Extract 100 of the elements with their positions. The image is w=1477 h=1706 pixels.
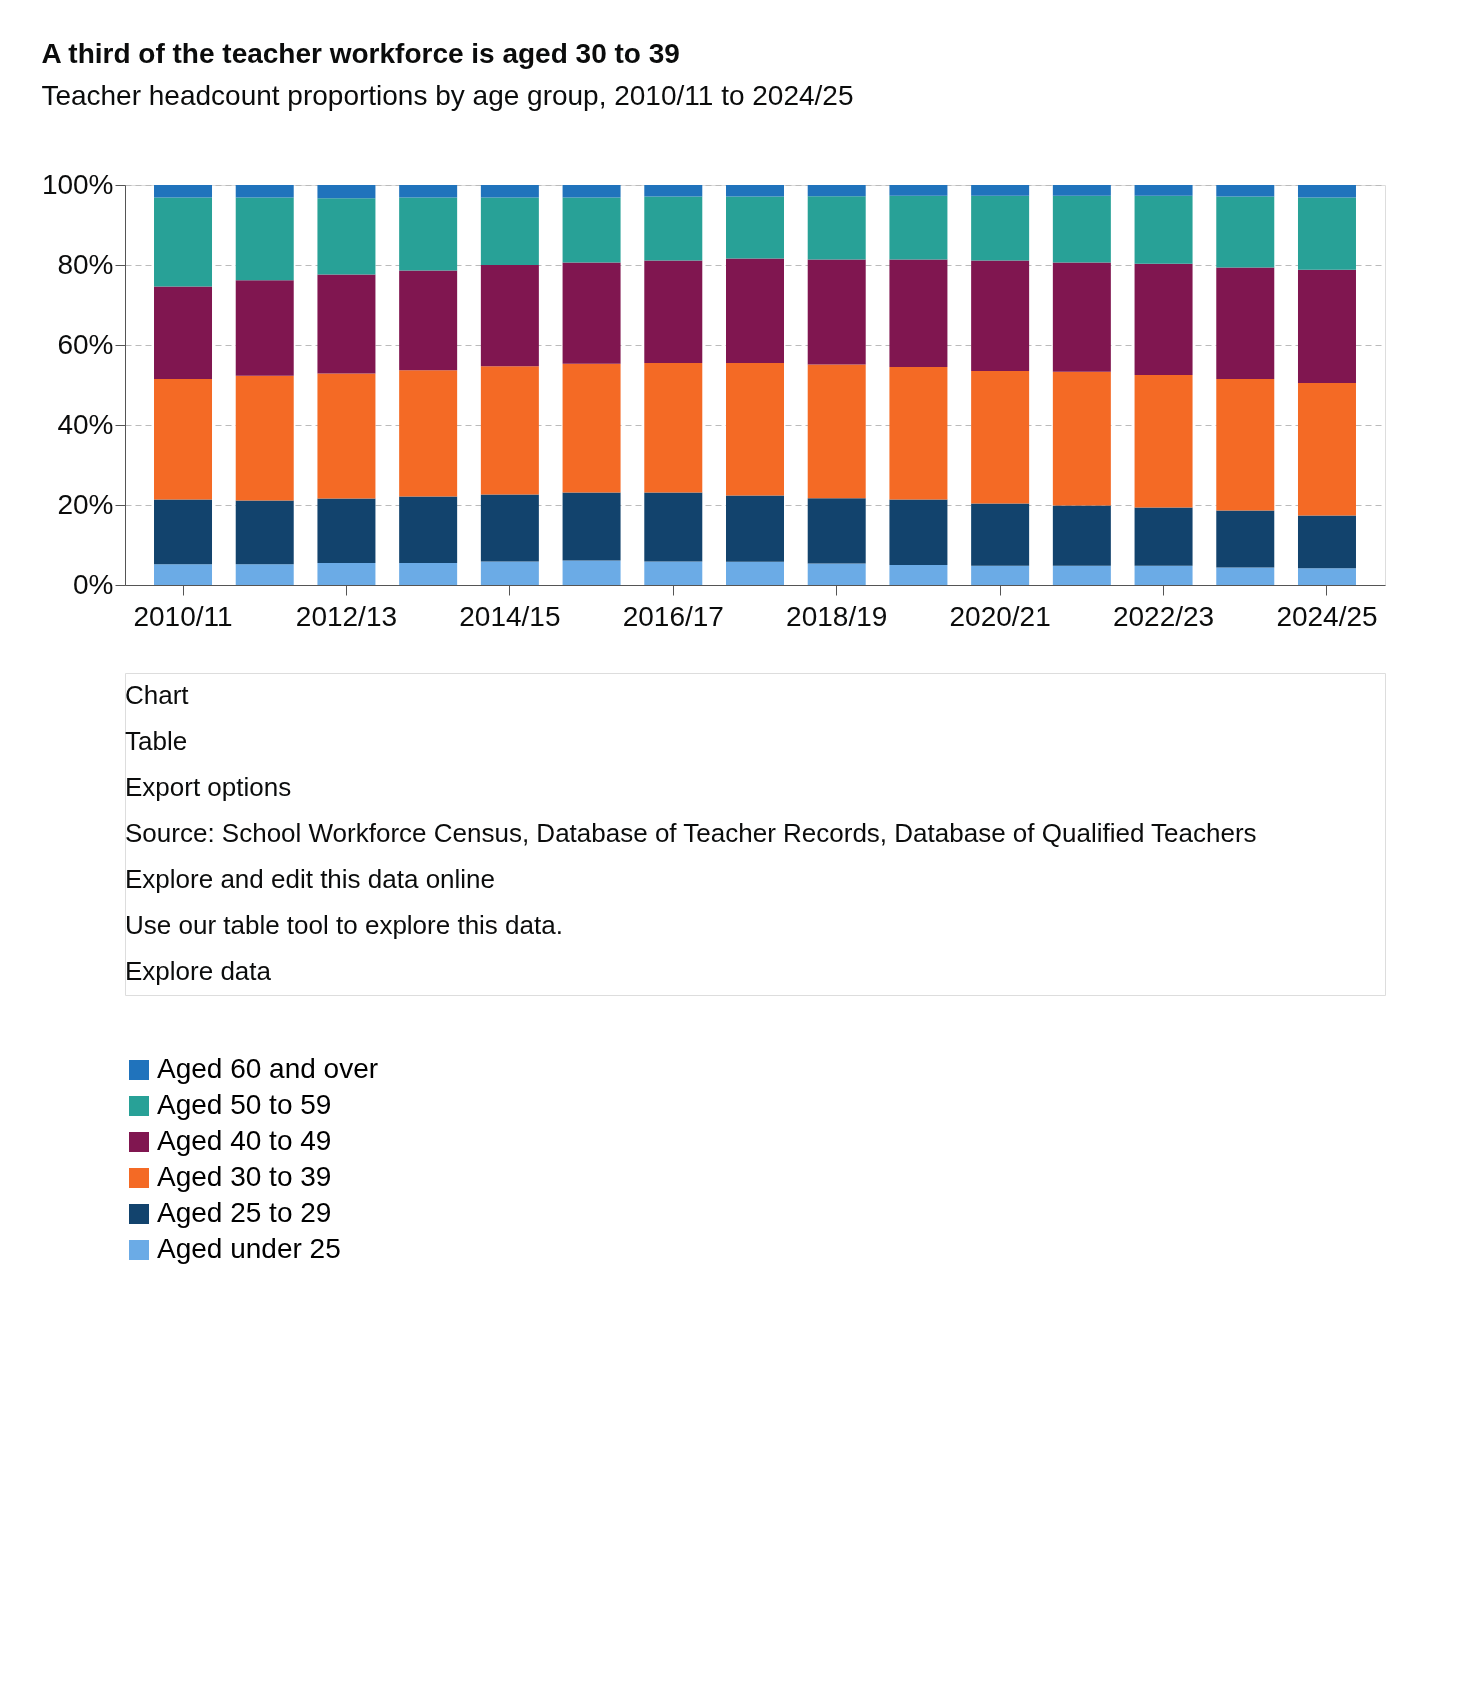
bar — [1297, 197, 1356, 270]
x-tick-label: 2016/17 — [622, 600, 724, 632]
y-tick-label: 40% — [57, 408, 114, 440]
y-tick-label: 20% — [57, 488, 114, 520]
bar — [399, 197, 458, 271]
legend-label: Aged 30 to 39 — [157, 1161, 332, 1192]
y-tick-label: 100% — [41, 168, 114, 200]
legend-label: Aged 60 and over — [157, 1053, 379, 1084]
bar — [480, 494, 539, 562]
x-tick-label: 2018/19 — [786, 600, 888, 632]
bar — [644, 492, 703, 562]
bar — [1134, 195, 1193, 264]
bar — [1134, 507, 1193, 566]
bar — [889, 367, 948, 500]
text: Export options — [125, 772, 292, 802]
bar — [1052, 185, 1111, 196]
bar — [644, 260, 703, 363]
text: Use our table tool to explore this data. — [125, 910, 563, 940]
bar — [562, 492, 621, 561]
bar — [562, 560, 621, 585]
bar — [317, 563, 376, 585]
bar — [807, 498, 866, 564]
bar — [1216, 185, 1275, 197]
bar — [399, 496, 458, 563]
bar — [726, 196, 784, 259]
bar — [889, 565, 948, 585]
bar — [480, 185, 539, 198]
bar — [726, 363, 784, 496]
chart-subtitle: Teacher headcount proportions by age group, 2010/11 to 2024/25 — [41, 80, 854, 111]
bar — [1297, 515, 1356, 569]
bar — [235, 280, 294, 376]
bar — [644, 185, 703, 197]
y-tick-label: 60% — [57, 328, 114, 360]
x-tick-label: 2010/11 — [133, 600, 233, 632]
x-tick-label: 2022/23 — [1112, 600, 1215, 632]
bar — [235, 197, 294, 281]
bar — [480, 197, 539, 265]
bar — [480, 265, 539, 367]
x-tick-label: 2014/15 — [459, 600, 561, 632]
bar — [1052, 505, 1111, 566]
bar — [154, 185, 213, 198]
bar — [726, 495, 784, 562]
bar — [807, 185, 866, 197]
bar — [726, 561, 784, 585]
bar — [807, 259, 866, 365]
bar — [399, 370, 458, 497]
legend-label: Aged 25 to 29 — [157, 1197, 332, 1228]
bar — [1134, 375, 1193, 508]
bar — [1134, 185, 1193, 196]
bar — [562, 197, 621, 263]
bar — [480, 561, 539, 585]
bar — [644, 561, 703, 585]
legend-label: Aged 40 to 49 — [157, 1125, 332, 1156]
x-tick-label: 2020/21 — [949, 600, 1051, 632]
bar — [807, 364, 866, 499]
legend-label: Aged under 25 — [157, 1233, 341, 1264]
text: Chart — [125, 680, 190, 710]
bar — [317, 274, 376, 374]
bar — [317, 373, 376, 499]
legend-label: Aged 50 to 59 — [157, 1089, 332, 1120]
bar — [971, 503, 1030, 566]
source-note: Source: School Workforce Census, Database of Teacher Records, Database of Qualified Teachers — [125, 818, 1257, 848]
bar — [1134, 565, 1193, 585]
bar — [644, 363, 703, 493]
bar — [1297, 383, 1356, 516]
bar — [399, 563, 458, 585]
bar — [235, 185, 294, 198]
text: Explore data — [125, 956, 272, 986]
bar — [1216, 196, 1275, 268]
bar — [1216, 510, 1275, 568]
bar — [1216, 267, 1275, 379]
bar — [154, 197, 213, 287]
text: Explore and edit this data online — [125, 864, 496, 894]
x-tick-label: 2012/13 — [295, 600, 398, 632]
bar — [562, 262, 621, 364]
bar — [1052, 262, 1111, 372]
x-tick-label: 2024/25 — [1276, 600, 1378, 632]
y-tick-label: 80% — [57, 248, 114, 280]
bar — [235, 500, 294, 565]
bar — [317, 185, 376, 199]
bar — [1297, 568, 1356, 585]
bar — [971, 371, 1030, 504]
bar — [889, 499, 948, 565]
bar — [399, 270, 458, 371]
bar — [1052, 195, 1111, 263]
bar — [971, 185, 1030, 196]
bar — [971, 565, 1030, 585]
bar — [889, 259, 948, 367]
bar — [807, 563, 866, 585]
bar — [399, 185, 458, 198]
bar — [889, 185, 948, 196]
bar — [1134, 263, 1193, 375]
bar — [1216, 379, 1275, 511]
bar — [235, 564, 294, 585]
bar — [726, 185, 784, 197]
bar — [1216, 567, 1275, 585]
bar — [1297, 269, 1356, 383]
bar — [1052, 371, 1111, 506]
chart-title: A third of the teacher workforce is aged 30 to 39 — [41, 38, 680, 69]
bar — [971, 195, 1030, 261]
